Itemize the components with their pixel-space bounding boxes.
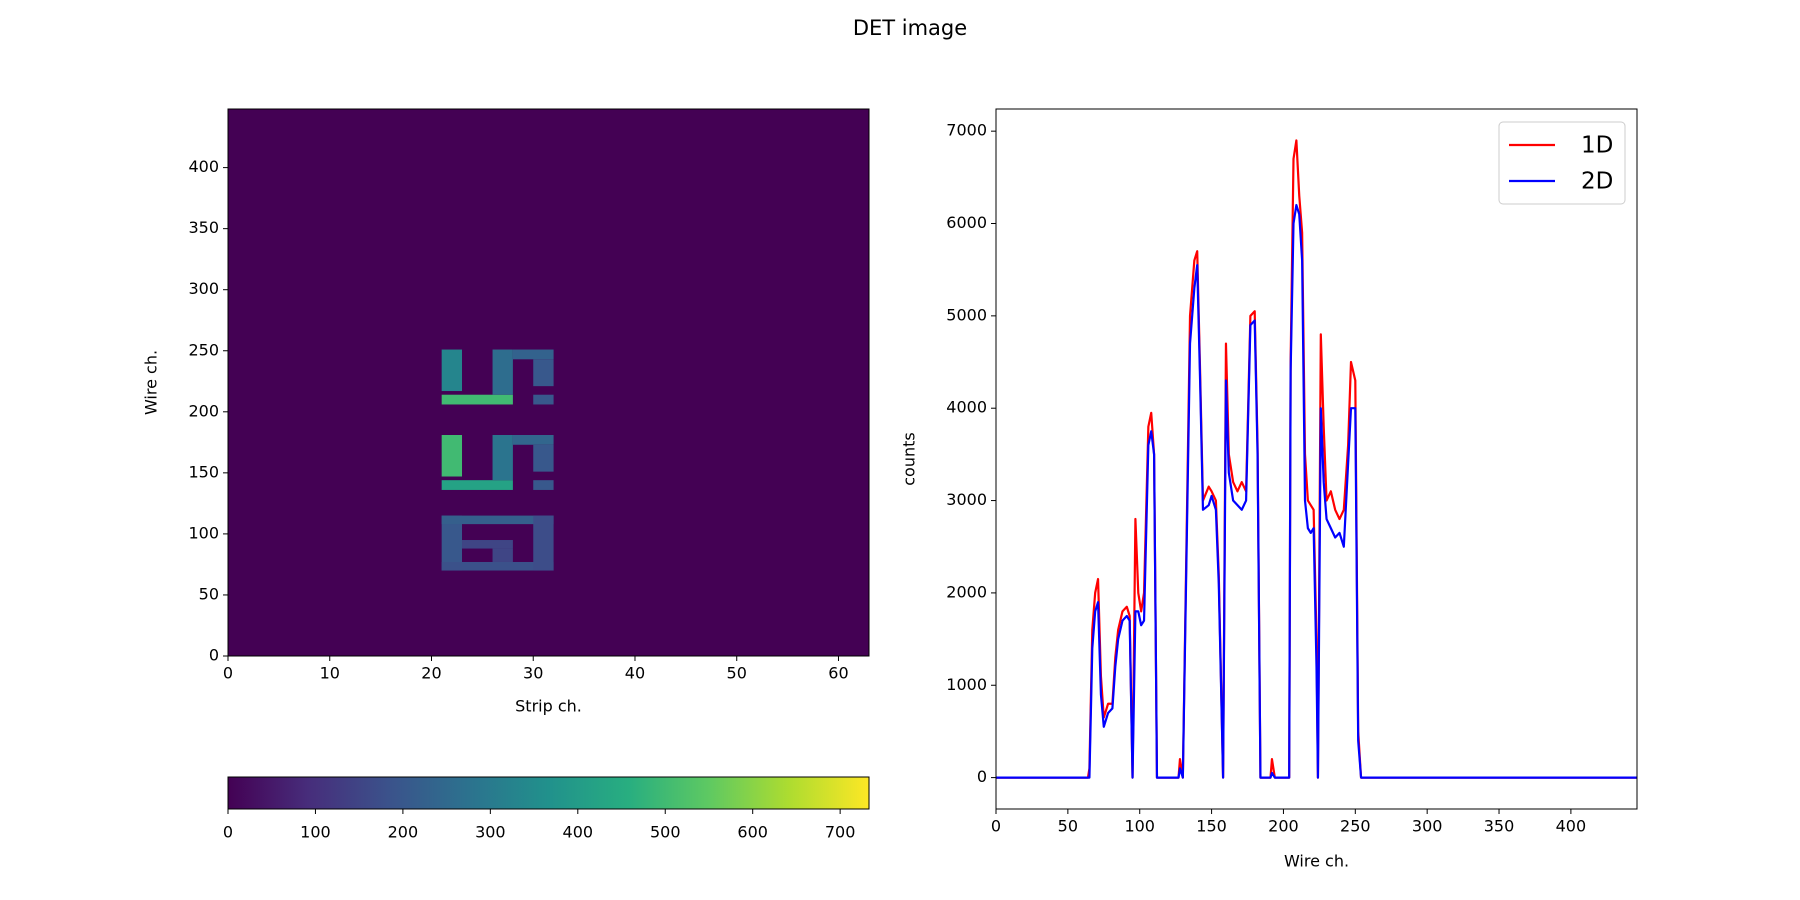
heatmap-cell [441,435,463,477]
y-tick-label: 200 [188,401,219,420]
series-line [996,203,1637,779]
x-tick-label: 150 [1196,817,1227,836]
heatmap-cell [441,515,554,525]
y-tick-label: 400 [188,157,219,176]
y-tick-label: 4000 [946,398,987,417]
y-tick-label: 100 [188,523,219,542]
legend-text: 2D [1581,169,1613,195]
heatmap-cell [512,435,554,445]
heatmap-cell [533,480,554,490]
y-tick-label: 300 [188,279,219,298]
x-tick-label: 350 [1484,817,1515,836]
x-tick-label: 300 [1412,817,1443,836]
x-tick-label: 0 [223,664,233,683]
heatmap-cell [492,349,513,395]
heatmap-cell [441,480,513,490]
heatmap-cell [492,435,513,481]
heatmap-cell [533,394,554,405]
colorbar-tick-label: 0 [223,823,233,842]
x-tick-label: 400 [1556,817,1587,836]
colorbar-tick-label: 200 [388,823,419,842]
y-tick-label: 2000 [946,582,987,601]
colorbar [227,776,870,810]
colorbar-tick-label: 600 [737,823,768,842]
x-tick-label: 200 [1268,817,1299,836]
y-tick-label: 7000 [946,121,987,140]
plot-area [996,139,1637,779]
y-tick-label: 3000 [946,490,987,509]
heatmap-cell [462,540,513,549]
heatmap-cell [441,515,463,571]
y-tick-label: 0 [977,767,987,786]
heatmap-cell [441,561,554,571]
colorbar-tick-label: 100 [300,823,331,842]
x-tick-label: 250 [1340,817,1371,836]
x-tick-label: 40 [625,664,645,683]
y-tick-label: 250 [188,340,219,359]
y-tick-label: 5000 [946,305,987,324]
colorbar-tick-label: 400 [563,823,594,842]
x-tick-label: 20 [421,664,441,683]
colorbar-tick-label: 500 [650,823,681,842]
x-tick-label: 10 [320,664,340,683]
x-tick-label: 100 [1124,817,1155,836]
x-tick-label: 50 [727,664,747,683]
x-tick-label: 50 [1058,817,1078,836]
colorbar-tick-label: 300 [475,823,506,842]
x-tick-label: 30 [523,664,543,683]
x-axis-label: Wire ch. [1284,852,1349,871]
y-tick-label: 50 [199,584,219,603]
colorbar-tick-label: 700 [825,823,856,842]
x-tick-label: 0 [991,817,1001,836]
legend-box [1498,121,1626,205]
heatmap-cell [533,515,554,571]
heatmap-cell [533,444,554,472]
y-tick-label: 0 [209,646,219,665]
y-axis-label: counts [900,432,919,485]
axes-frame [227,108,870,657]
y-tick-label: 150 [188,462,219,481]
heatmap-cell [512,349,554,360]
legend-text: 1D [1581,133,1613,159]
figure-title: DET image [853,16,967,40]
heatmap-cell [533,359,554,387]
heatmap-cell [441,394,513,405]
y-axis-label: Wire ch. [142,350,161,415]
axes-frame [995,108,1638,810]
heatmap-cell [492,548,513,562]
y-tick-label: 6000 [946,213,987,232]
y-tick-label: 1000 [946,675,987,694]
y-tick-label: 350 [188,218,219,237]
x-tick-label: 60 [828,664,848,683]
heatmap-cell [441,349,463,392]
x-axis-label: Strip ch. [515,697,582,716]
